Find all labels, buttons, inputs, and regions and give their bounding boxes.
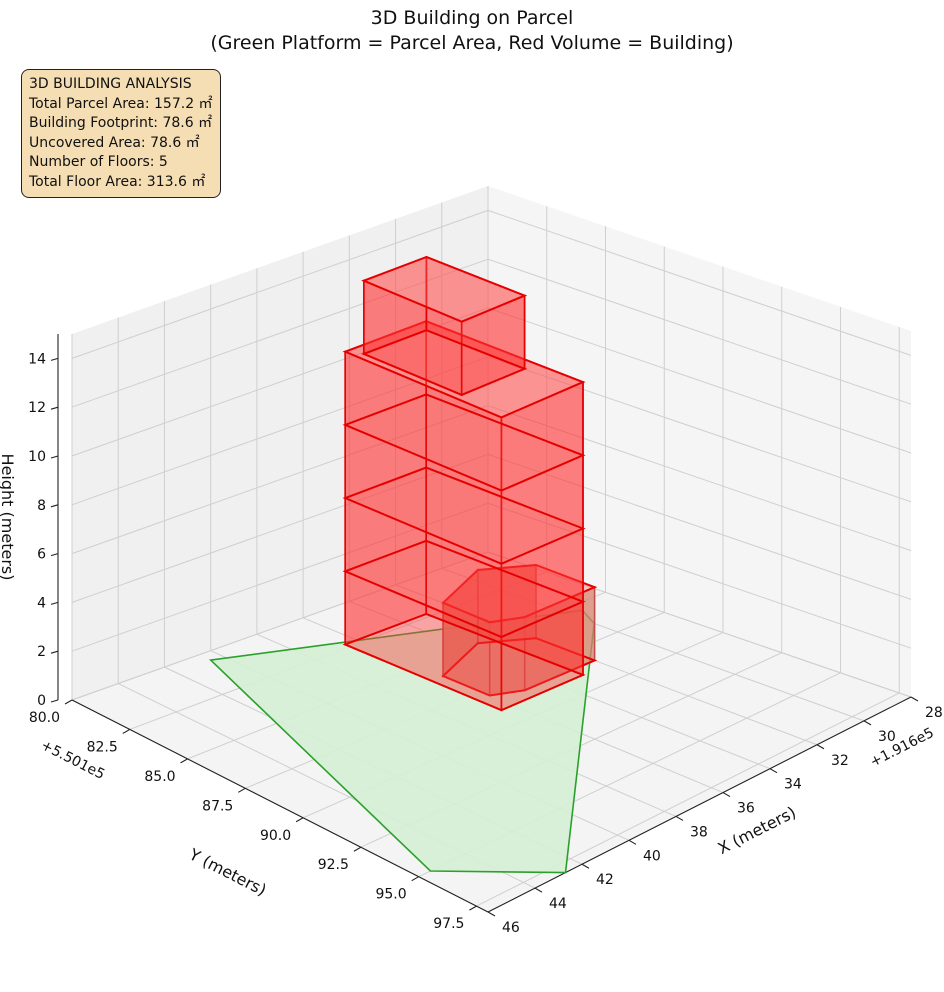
x-tick-label: 28 <box>925 705 943 721</box>
grid-line <box>71 405 489 555</box>
y-tick <box>122 728 131 734</box>
grid-line <box>71 258 489 408</box>
info-line: Uncovered Area: 78.6 ㎡ <box>29 134 200 151</box>
x-tick-label: 44 <box>549 896 567 912</box>
x-tick <box>722 792 731 798</box>
grid-line <box>487 258 912 405</box>
x-tick <box>863 720 872 726</box>
grid-line <box>487 453 912 600</box>
info-line: Total Floor Area: 313.6 ㎡ <box>29 173 206 190</box>
y-tick <box>64 699 73 705</box>
x-tick <box>487 911 496 917</box>
grid-line <box>71 502 489 652</box>
x-tick-label: 36 <box>737 801 755 817</box>
building-floor-outline <box>342 320 586 419</box>
info-line: 3D BUILDING ANALYSIS <box>29 76 192 92</box>
building-floor-outline <box>342 466 586 565</box>
x-tick <box>769 768 778 774</box>
z-tick <box>50 650 59 654</box>
y-tick <box>411 876 419 882</box>
info-line: Building Footprint: 78.6 ㎡ <box>29 115 213 131</box>
plot-shapes <box>208 255 598 874</box>
chart-title: 3D Building on Parcel <box>370 7 574 29</box>
y-tick <box>238 787 246 793</box>
z-tick-label: 8 <box>37 498 46 514</box>
grid-line <box>487 502 912 649</box>
z-tick-label: 2 <box>37 644 46 660</box>
z-tick <box>50 553 59 557</box>
x-tick <box>534 887 543 893</box>
y-tick-label: 80.0 <box>29 710 60 726</box>
y-tick <box>469 905 477 911</box>
y-tick <box>180 758 188 764</box>
z-axis-label: Height (meters) <box>0 454 17 581</box>
building-floor-outline <box>361 255 528 323</box>
x-tick-label: 40 <box>643 848 661 864</box>
z-tick <box>50 699 59 703</box>
z-tick <box>50 504 59 508</box>
x-tick-label: 32 <box>831 753 849 769</box>
building-floor-outline <box>361 329 528 396</box>
grid-line <box>487 209 912 356</box>
z-tick <box>50 455 59 459</box>
y-tick-label: 95.0 <box>375 887 406 903</box>
z-tick-label: 0 <box>37 693 46 709</box>
x-tick <box>628 839 637 845</box>
y-tick-label: 97.5 <box>433 916 464 932</box>
z-tick-label: 12 <box>28 400 46 416</box>
grid-line <box>71 209 489 359</box>
building-floor-outline <box>441 563 598 624</box>
grid-line <box>487 405 912 552</box>
x-tick <box>816 744 825 750</box>
grid-line <box>71 453 489 603</box>
info-line: Number of Floors: 5 <box>29 154 168 170</box>
y-tick-label: 92.5 <box>318 857 349 873</box>
x-tick <box>675 815 684 821</box>
grid-line <box>487 307 912 454</box>
y-tick <box>353 846 362 852</box>
grid-line <box>487 356 912 503</box>
grid-line <box>71 356 489 506</box>
grid-line <box>71 551 489 701</box>
building-floor-outline <box>342 393 586 492</box>
y-tick-label: 87.5 <box>202 798 233 814</box>
building-floor-outline <box>441 637 598 697</box>
pane-left-wall <box>72 186 488 700</box>
pane-right-wall <box>488 186 911 697</box>
x-axis-label: X (meters) <box>715 803 799 859</box>
y-tick-label: 82.5 <box>87 739 118 755</box>
x-tick-label: 38 <box>690 824 708 840</box>
z-tick-label: 4 <box>37 595 46 611</box>
x-tick <box>910 696 919 702</box>
z-tick <box>50 601 59 605</box>
z-tick <box>50 357 59 361</box>
x-tick-label: 46 <box>502 920 520 936</box>
chart-subtitle: (Green Platform = Parcel Area, Red Volum… <box>210 32 734 54</box>
y-tick <box>295 817 304 823</box>
info-line: Total Parcel Area: 157.2 ㎡ <box>29 95 213 112</box>
x-tick-label: 30 <box>878 729 896 745</box>
x-tick-label: 34 <box>784 777 802 793</box>
x-axis-line <box>487 696 912 913</box>
x-tick <box>581 863 590 869</box>
z-tick-label: 10 <box>28 449 46 465</box>
x-tick-label: 42 <box>596 872 614 888</box>
z-tick-label: 6 <box>37 547 46 563</box>
y-axis-label: Y (meters) <box>185 844 269 899</box>
y-tick-label: 90.0 <box>260 828 291 844</box>
z-tick <box>50 406 59 410</box>
building-floor-outline <box>342 539 586 639</box>
analysis-info-box: 3D BUILDING ANALYSIS Total Parcel Area: … <box>21 69 221 198</box>
z-tick-label: 14 <box>28 351 46 367</box>
grid-line <box>487 551 912 698</box>
building-floor-outline <box>342 612 586 712</box>
y-tick-label: 85.0 <box>144 769 175 785</box>
